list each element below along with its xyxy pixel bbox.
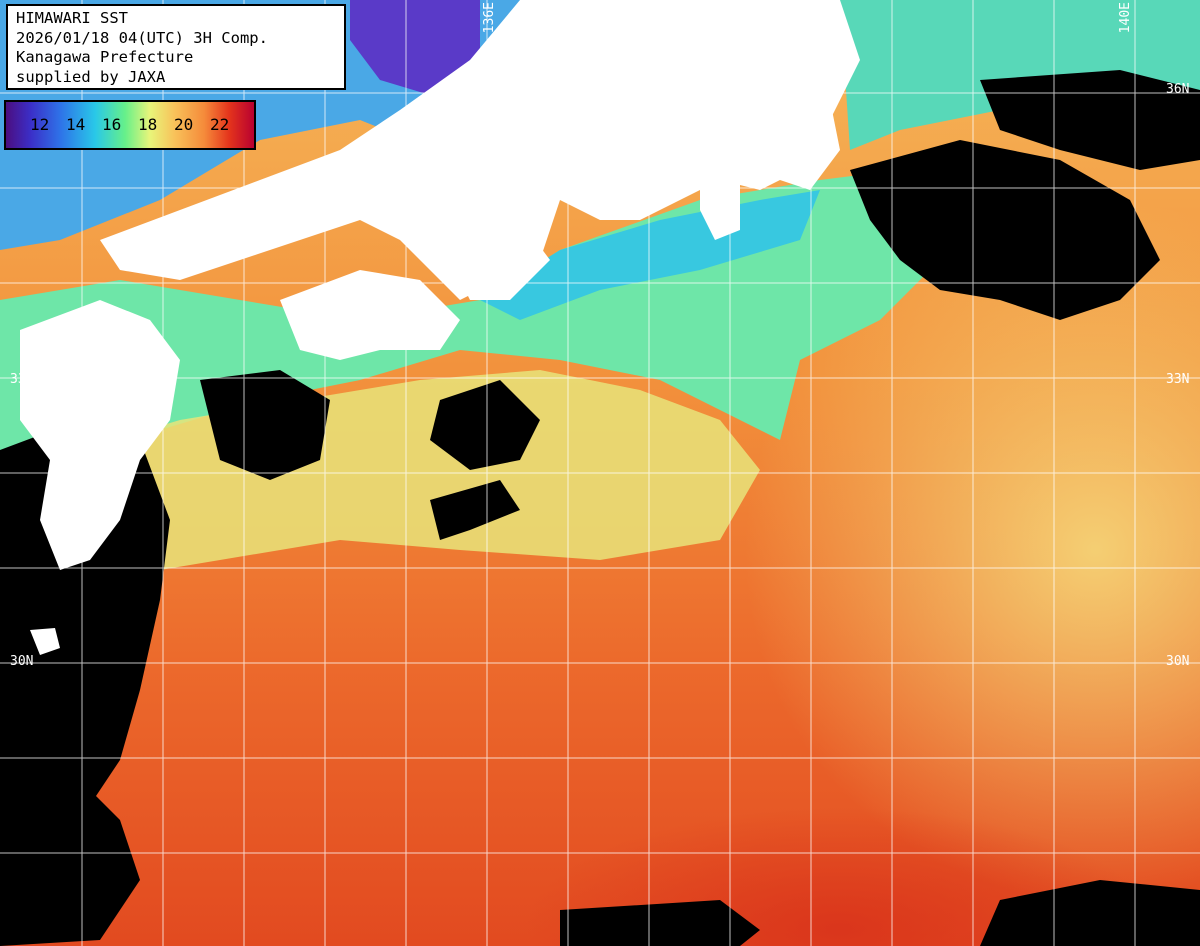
scale-tick: 12: [30, 115, 50, 134]
sea-hot-bottom: [300, 600, 1200, 946]
lon-label-136e: 136E: [482, 2, 497, 34]
nodata-west: [0, 420, 170, 860]
land-boso: [780, 100, 840, 190]
sea-purple-north: [350, 0, 480, 95]
nodata-northeast: [980, 70, 1200, 170]
sea-yellow-transition: [0, 370, 760, 600]
land-honshu: [100, 0, 860, 300]
scale-tick: 14: [66, 115, 86, 134]
lat-label-33n-right: 33N: [1166, 372, 1190, 387]
scale-tick: 22: [210, 115, 230, 134]
land-kyushu: [20, 300, 180, 570]
info-box: HIMAWARI SST 2026/01/18 04(UTC) 3H Comp.…: [6, 4, 346, 90]
supplier-label: supplied by JAXA: [16, 67, 166, 86]
lat-label-30n-right: 30N: [1166, 654, 1190, 669]
land-island-small: [30, 628, 60, 655]
nodata-southeast: [980, 880, 1200, 946]
color-scale-legend: 12 14 16 18 20 22: [4, 100, 256, 150]
lat-label-30n-left: 30N: [10, 654, 34, 669]
scale-tick-labels: 12 14 16 18 20 22: [30, 115, 246, 134]
lon-label-140e: 140E: [1118, 2, 1133, 34]
nodata-east: [850, 140, 1160, 320]
scale-tick: 16: [102, 115, 122, 134]
timestamp-label: 2026/01/18 04(UTC) 3H Comp.: [16, 28, 268, 47]
nodata-kyushu-east: [200, 370, 330, 480]
product-title: HIMAWARI SST: [16, 9, 128, 27]
lat-label-33-left: 33: [10, 372, 26, 387]
land-kii: [450, 200, 550, 300]
prefecture-label: Kanagawa Prefecture: [16, 48, 194, 66]
nodata-south: [560, 900, 760, 946]
nodata-center: [430, 380, 540, 470]
scale-tick: 20: [174, 115, 194, 134]
lat-label-36n-right: 36N: [1166, 82, 1190, 97]
scale-tick: 18: [138, 115, 158, 134]
nodata-center-strip: [430, 480, 520, 540]
